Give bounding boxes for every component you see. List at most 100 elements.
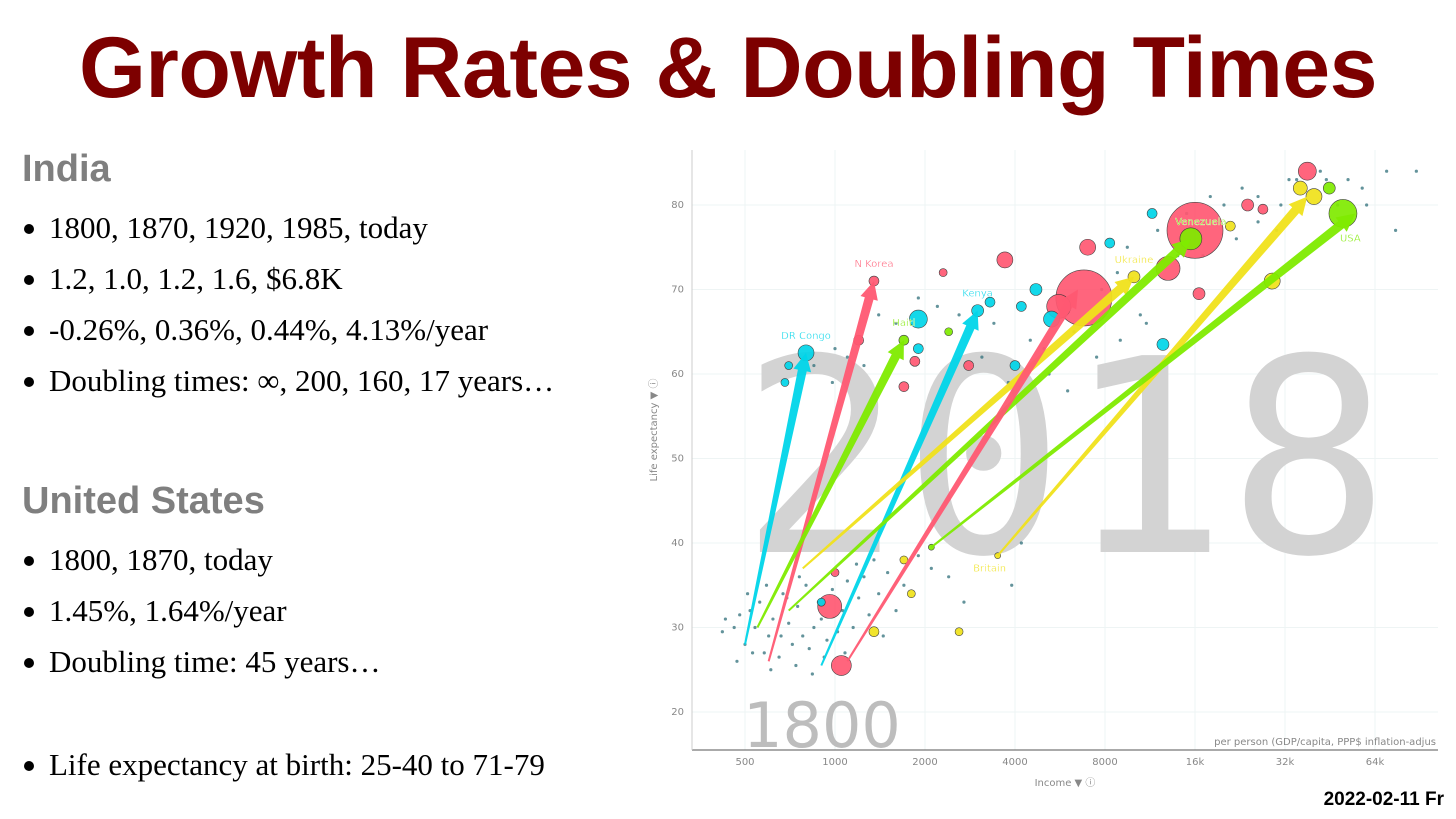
data-dot [1019, 541, 1023, 545]
data-dot [962, 600, 966, 604]
data-dot [916, 554, 920, 558]
data-dot [787, 621, 791, 625]
data-dot [851, 625, 855, 630]
trajectory-arrow [788, 238, 1191, 612]
country-bubble [1029, 283, 1043, 296]
data-dot [810, 672, 814, 676]
country-bubble [1292, 180, 1308, 196]
y-tick-label: 20 [671, 707, 684, 718]
country-label: Kenya [962, 289, 993, 300]
data-dot [1318, 169, 1322, 173]
india-bullet-list: 1800, 1870, 1920, 1985, today 1.2, 1.0, 1… [22, 208, 554, 412]
y-tick-label: 80 [671, 200, 684, 211]
y-tick-label: 60 [671, 369, 684, 380]
data-dot [1365, 203, 1369, 207]
data-dot [1256, 194, 1260, 199]
country-bubble [944, 327, 953, 337]
data-dot [1287, 178, 1291, 182]
x-tick-label: 4000 [1002, 757, 1027, 768]
x-tick-label: 500 [735, 757, 754, 768]
country-bubble [1322, 181, 1336, 195]
data-dot [992, 321, 996, 325]
data-dot [854, 562, 859, 566]
data-dot [1125, 245, 1129, 249]
data-dot [764, 583, 769, 587]
y-tick-label: 30 [671, 623, 684, 634]
country-bubble [831, 655, 852, 676]
y-tick-label: 70 [671, 285, 684, 296]
data-dot [1095, 355, 1099, 359]
india-bullet-2: 1.2, 1.0, 1.2, 1.6, $6.8K [22, 259, 554, 310]
data-dot [894, 321, 898, 325]
country-label: Britain [973, 564, 1006, 575]
india-bullet-4: Doubling times: ∞, 200, 160, 17 years… [22, 361, 554, 412]
data-dot [1240, 186, 1244, 190]
data-dot [794, 663, 798, 668]
us-bullet-1: 1800, 1870, today [22, 540, 380, 591]
data-dot [825, 638, 829, 642]
data-dot [1222, 203, 1226, 207]
data-dot [830, 587, 834, 592]
trajectory-arrow [846, 289, 1078, 662]
x-axis-note: per person (GDP/capita, PPP$ inflation-a… [1214, 737, 1436, 748]
data-dot [1414, 169, 1418, 173]
data-dot [1010, 583, 1014, 587]
trajectory-arrow [930, 213, 1356, 548]
country-bubble [1016, 301, 1027, 312]
x-tick-label: 16k [1186, 757, 1205, 768]
india-heading: India [22, 148, 111, 190]
data-dot [843, 651, 847, 655]
us-bullet-3: Doubling time: 45 years… [22, 642, 380, 693]
data-dot [758, 600, 762, 604]
country-label: N Korea [854, 259, 893, 270]
country-label: Ukraine [1115, 255, 1154, 266]
data-dot [812, 363, 816, 368]
country-label: USA [1340, 233, 1361, 244]
data-dot [872, 558, 876, 562]
data-dot [902, 583, 906, 587]
country-bubble [913, 343, 924, 354]
data-dot [862, 363, 866, 368]
start-year: 1800 [743, 689, 901, 762]
data-dot [929, 566, 933, 570]
x-tick-label: 8000 [1092, 757, 1117, 768]
country-bubble [954, 627, 964, 637]
data-dot [738, 613, 742, 617]
data-dot [1156, 228, 1160, 232]
trajectory-arrow [820, 310, 979, 666]
country-bubble [817, 597, 826, 607]
data-dot [812, 625, 816, 630]
data-dot [1028, 338, 1032, 342]
country-bubble [1298, 161, 1317, 181]
data-dot [804, 583, 808, 587]
country-bubble [1225, 220, 1236, 232]
country-bubble [907, 589, 916, 599]
country-bubble [1192, 287, 1206, 301]
trajectory-arrow [744, 352, 812, 645]
data-dot [1256, 220, 1260, 224]
chart-svg: 20 30 40 50 60 70 80 500 1000 2000 4000 8000 16k 32k 6… [648, 150, 1438, 789]
india-bullet-1: 1800, 1870, 1920, 1985, today [22, 208, 554, 259]
data-dot [1144, 321, 1148, 325]
data-dot [833, 347, 837, 351]
data-dot [845, 579, 849, 583]
us-bullet-list: 1800, 1870, today 1.45%, 1.64%/year Doubli… [22, 540, 380, 693]
trajectory-arrow [767, 281, 878, 662]
data-dot [750, 651, 755, 655]
country-bubble [1305, 188, 1323, 205]
x-tick-label: 1000 [822, 757, 847, 768]
data-dot [881, 634, 885, 638]
country-bubble [784, 361, 793, 370]
data-dot [877, 592, 881, 596]
data-dot [735, 659, 739, 663]
data-dot [762, 651, 766, 655]
country-bubble [1156, 338, 1170, 351]
data-dot [797, 575, 801, 579]
country-bubble [1009, 360, 1021, 371]
data-dot [1360, 186, 1364, 190]
us-bullet-2: 1.45%, 1.64%/year [22, 591, 380, 642]
country-bubble [984, 296, 996, 308]
data-dot [1393, 228, 1398, 232]
background-year: 2018 [740, 301, 1390, 616]
data-dot [779, 634, 783, 638]
